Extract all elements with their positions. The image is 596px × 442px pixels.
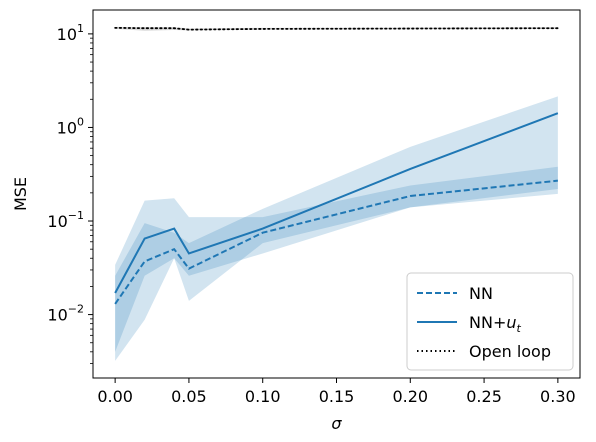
y-axis-label: MSE [11, 177, 30, 211]
line-series-0 [114, 179, 558, 305]
line-series-2 [114, 26, 559, 31]
y-tick-label-3: 101 [57, 22, 84, 44]
x-tick-label-0: 0.00 [97, 387, 133, 406]
y-tick-label-2: 100 [57, 115, 84, 137]
y-tick-label-0: 10−2 [47, 303, 84, 325]
legend-label-2: Open loop [469, 342, 551, 361]
x-tick-label-1: 0.05 [171, 387, 207, 406]
series-lines [114, 26, 559, 305]
legend-label-1: NN+ut [469, 313, 521, 335]
y-tick-label-1: 10−1 [47, 209, 84, 231]
x-tick-label-2: 0.10 [245, 387, 281, 406]
x-tick-label-4: 0.20 [392, 387, 428, 406]
band-series-1 [115, 96, 558, 361]
legend-label-0: NN [469, 284, 493, 303]
x-tick-label-6: 0.30 [540, 387, 576, 406]
legend-box [406, 272, 574, 371]
x-tick-label-5: 0.25 [466, 387, 502, 406]
x-tick-label-3: 0.15 [319, 387, 355, 406]
line-series-1 [114, 112, 559, 294]
x-axis: 0.00 0.05 0.10 0.15 0.20 0.25 0.30 [97, 378, 576, 406]
legend: NN NN+ut Open loop [406, 272, 574, 371]
y-axis: 10−2 10−1 100 101 [47, 22, 93, 364]
x-axis-label: σ [331, 414, 342, 433]
